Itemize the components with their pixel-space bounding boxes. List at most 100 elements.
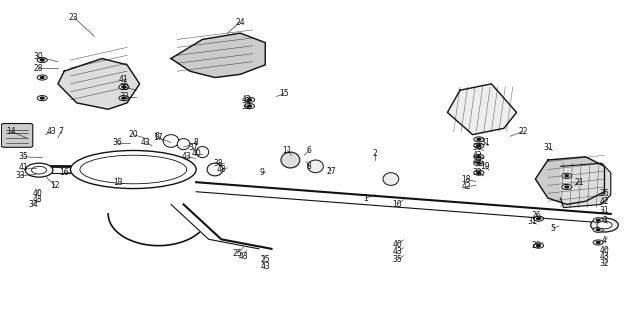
Text: 8: 8 <box>307 162 312 171</box>
Text: 35: 35 <box>18 152 28 161</box>
Text: 40: 40 <box>33 189 43 198</box>
Circle shape <box>37 75 47 80</box>
Circle shape <box>536 218 540 220</box>
Text: 43: 43 <box>182 152 192 161</box>
Circle shape <box>247 105 251 107</box>
Circle shape <box>247 99 251 101</box>
Text: 20: 20 <box>129 130 138 139</box>
Text: 37: 37 <box>188 143 198 152</box>
Text: 31: 31 <box>480 138 490 147</box>
Ellipse shape <box>383 173 399 185</box>
Text: 25: 25 <box>232 249 242 258</box>
Text: 19: 19 <box>480 162 490 171</box>
Text: 42: 42 <box>242 95 251 104</box>
Text: 43: 43 <box>141 138 151 147</box>
Circle shape <box>37 58 47 63</box>
Text: 30: 30 <box>33 52 43 61</box>
Text: 6: 6 <box>155 132 160 141</box>
Polygon shape <box>560 163 611 208</box>
Text: 42: 42 <box>473 157 482 166</box>
Polygon shape <box>58 59 139 109</box>
Text: 4: 4 <box>602 236 607 245</box>
Text: 25: 25 <box>261 255 270 264</box>
Circle shape <box>37 96 47 101</box>
Text: 41: 41 <box>119 75 129 84</box>
Circle shape <box>40 76 44 78</box>
Ellipse shape <box>71 150 196 188</box>
Circle shape <box>533 216 543 221</box>
Text: 36: 36 <box>113 138 122 147</box>
Circle shape <box>596 219 600 221</box>
Circle shape <box>477 172 481 174</box>
Circle shape <box>122 97 126 99</box>
Circle shape <box>474 170 484 175</box>
Text: 26: 26 <box>532 211 541 220</box>
Circle shape <box>119 84 129 90</box>
Text: 24: 24 <box>235 18 245 27</box>
Text: 32: 32 <box>599 259 610 268</box>
Text: 34: 34 <box>28 200 38 209</box>
Circle shape <box>474 161 484 166</box>
Ellipse shape <box>207 163 223 176</box>
Text: 43: 43 <box>599 252 610 261</box>
Text: 33: 33 <box>15 172 25 180</box>
Text: 31: 31 <box>528 217 537 226</box>
Text: 32: 32 <box>242 101 251 111</box>
Circle shape <box>591 218 618 232</box>
Text: 32: 32 <box>119 92 129 101</box>
Circle shape <box>593 218 603 223</box>
Text: 27: 27 <box>326 167 336 176</box>
Circle shape <box>474 137 484 142</box>
Text: 43: 43 <box>33 195 43 204</box>
Circle shape <box>25 163 53 177</box>
Text: 11: 11 <box>283 146 292 155</box>
Text: 41: 41 <box>18 164 28 172</box>
Circle shape <box>596 229 600 231</box>
Circle shape <box>244 97 254 102</box>
Text: 23: 23 <box>69 13 78 22</box>
Ellipse shape <box>177 139 190 150</box>
Text: 2: 2 <box>373 149 377 158</box>
Text: 31: 31 <box>599 206 610 215</box>
Text: 5: 5 <box>550 224 555 233</box>
Circle shape <box>477 139 481 140</box>
Text: 29: 29 <box>532 241 541 250</box>
Ellipse shape <box>196 147 209 158</box>
Polygon shape <box>535 157 604 204</box>
Text: 43: 43 <box>392 247 402 257</box>
Circle shape <box>477 156 481 158</box>
Circle shape <box>40 97 44 99</box>
Text: 10: 10 <box>392 200 402 209</box>
Circle shape <box>533 243 543 248</box>
Circle shape <box>565 186 569 188</box>
Text: 1: 1 <box>363 194 368 203</box>
Ellipse shape <box>308 160 323 173</box>
Text: 40: 40 <box>191 149 201 158</box>
Text: 6: 6 <box>307 146 312 155</box>
Text: 18: 18 <box>461 174 471 184</box>
Circle shape <box>562 184 572 189</box>
Text: 42: 42 <box>599 197 610 206</box>
Text: 43: 43 <box>47 127 57 136</box>
Circle shape <box>536 245 540 247</box>
Text: 8: 8 <box>194 138 199 147</box>
Text: 3: 3 <box>602 216 607 225</box>
Circle shape <box>477 145 481 147</box>
Ellipse shape <box>163 135 179 147</box>
Text: 28: 28 <box>33 63 42 73</box>
Text: 15: 15 <box>280 89 289 98</box>
Ellipse shape <box>281 152 300 168</box>
Text: 43: 43 <box>239 252 248 261</box>
Text: 9: 9 <box>260 168 264 177</box>
Circle shape <box>477 162 481 164</box>
Circle shape <box>40 59 44 61</box>
Circle shape <box>593 227 603 232</box>
Text: 38: 38 <box>213 159 223 168</box>
Circle shape <box>119 96 129 101</box>
Text: 36: 36 <box>599 189 610 198</box>
Circle shape <box>122 86 126 88</box>
Circle shape <box>474 143 484 148</box>
Text: 17: 17 <box>153 133 163 142</box>
Text: 31: 31 <box>543 143 553 152</box>
Text: 43: 43 <box>216 165 226 174</box>
